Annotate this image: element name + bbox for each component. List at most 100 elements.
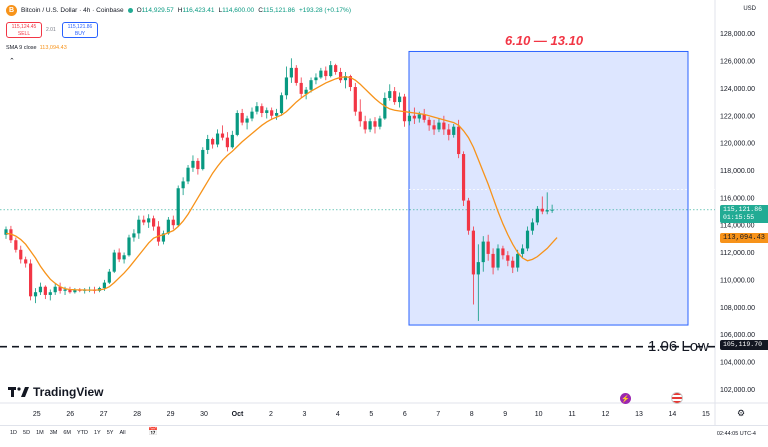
range-1m[interactable]: 1M xyxy=(36,430,44,436)
candle-body xyxy=(373,121,377,127)
y-tick-label: 108,000.00 xyxy=(720,305,755,312)
range-3m[interactable]: 3M xyxy=(49,430,58,436)
range-all[interactable]: All xyxy=(119,430,126,436)
candle-body xyxy=(461,154,466,201)
indicator-name: SMA 9 close xyxy=(6,45,37,51)
candle-body xyxy=(363,121,367,130)
y-tick-label: 106,000.00 xyxy=(720,332,755,339)
candle-body xyxy=(545,210,549,212)
candle-body xyxy=(107,271,111,283)
candle-body xyxy=(240,113,244,123)
sell-price: 115,124.45 xyxy=(11,24,37,30)
x-axis[interactable]: 25 26 27 28 29 30 Oct 2 3 4 5 6 7 8 9 10 11 12 13 14 15 xyxy=(33,411,710,418)
candle-body xyxy=(166,219,170,234)
y-tick-label: 114,000.00 xyxy=(720,223,755,230)
candle-body xyxy=(215,133,220,145)
range-6m[interactable]: 6M xyxy=(63,430,71,436)
candle-body xyxy=(521,248,525,254)
candle-body xyxy=(275,113,279,116)
last-price-value: 115,121.86 xyxy=(723,206,763,213)
candle-body xyxy=(550,209,554,211)
range-selector: 1D 5D 1M 3M 6M YTD 1Y 5Y All xyxy=(10,430,126,436)
tradingview-logo-text: TradingView xyxy=(33,385,104,399)
candle-body xyxy=(112,252,116,272)
candle-body xyxy=(265,110,269,114)
x-tick-label: 14 xyxy=(669,411,677,418)
range-5d[interactable]: 5D xyxy=(23,430,31,436)
candle-body xyxy=(117,252,121,260)
candle-body xyxy=(496,248,500,268)
candle-body xyxy=(319,70,323,78)
candle-body xyxy=(33,292,38,297)
candle-body xyxy=(230,134,234,148)
range-5y[interactable]: 5Y xyxy=(106,430,114,436)
sell-label: SELL xyxy=(17,31,31,37)
x-tick-label: 30 xyxy=(200,411,208,418)
x-tick-label: 7 xyxy=(436,411,440,418)
candle-body xyxy=(270,110,274,116)
buy-price: 115,121.86 xyxy=(67,24,93,30)
candle-body xyxy=(142,219,146,223)
candle-body xyxy=(73,289,77,293)
ohlc-low: L114,600.00 xyxy=(218,7,255,14)
candle-body xyxy=(220,133,225,138)
y-axis[interactable]: 102,000.00 104,000.00 106,000.00 108,000.00… xyxy=(720,31,755,394)
collapse-legend-icon[interactable]: ⌃ xyxy=(9,58,15,65)
candle-body xyxy=(358,111,362,122)
x-tick-label: 11 xyxy=(568,411,575,418)
candle-body xyxy=(156,226,161,242)
calendar-icon[interactable]: 📅 xyxy=(148,427,158,436)
candle-body xyxy=(181,181,185,189)
buy-button[interactable]: 115,121.86 BUY xyxy=(62,22,98,38)
candle-body xyxy=(235,113,239,135)
candle-body xyxy=(506,255,510,261)
range-1d[interactable]: 1D xyxy=(10,430,18,436)
ohlc-open: O114,929.57 xyxy=(136,7,174,14)
candle-body xyxy=(353,87,357,112)
symbol-title[interactable]: Bitcoin / U.S. Dollar · 4h · Coinbase xyxy=(21,7,124,14)
symbol-title-row: B Bitcoin / U.S. Dollar · 4h · Coinbase … xyxy=(6,5,351,16)
timezone-clock[interactable]: 02:44:05 UTC-4 xyxy=(716,431,756,437)
candle-body xyxy=(511,260,515,268)
range-1y[interactable]: 1Y xyxy=(93,430,101,436)
tradingview-logo[interactable]: TradingView xyxy=(8,385,103,399)
y-tick-label: 120,000.00 xyxy=(720,141,755,148)
currency-selector[interactable]: USD xyxy=(743,6,756,12)
sell-button[interactable]: 115,124.45 SELL xyxy=(6,22,42,38)
x-tick-label: 26 xyxy=(66,411,74,418)
candle-body xyxy=(63,289,67,291)
x-tick-label: 27 xyxy=(100,411,108,418)
candle-body xyxy=(442,122,446,130)
candle-body xyxy=(516,253,520,268)
x-tick-label: 13 xyxy=(635,411,643,418)
candle-body xyxy=(338,71,343,81)
us-flag-icon[interactable] xyxy=(671,392,683,404)
candle-body xyxy=(530,222,535,231)
range-ytd[interactable]: YTD xyxy=(76,430,88,436)
candle-body xyxy=(58,286,62,291)
candle-body xyxy=(422,114,426,120)
candle-body xyxy=(299,82,303,94)
settings-gear-icon[interactable]: ⚙ xyxy=(737,408,746,418)
candle-body xyxy=(343,76,348,81)
date-range-rect xyxy=(408,50,689,326)
indicator-legend[interactable]: SMA 9 close 113,094.43 xyxy=(6,45,67,51)
candle-body xyxy=(176,188,180,226)
x-tick-label: 8 xyxy=(470,411,474,418)
candle-body xyxy=(24,259,28,264)
candle-body xyxy=(48,292,52,295)
ohlc-close: C115,121.86 xyxy=(258,7,295,14)
ohlc-high: H116,423.41 xyxy=(177,7,215,14)
candle-body xyxy=(525,230,530,249)
y-tick-label: 124,000.00 xyxy=(720,86,755,93)
x-tick-label: 12 xyxy=(602,411,610,418)
sma-line xyxy=(5,76,558,291)
candle-body xyxy=(43,286,47,295)
candle-body xyxy=(412,115,416,119)
flash-icon[interactable]: ⚡ xyxy=(620,393,631,404)
candle-body xyxy=(378,118,382,127)
candle-body xyxy=(304,89,308,94)
low-price-tag: 105,119.70 xyxy=(720,340,768,350)
y-tick-label: 126,000.00 xyxy=(720,59,755,66)
price-chart[interactable]: 102,000.00 104,000.00 106,000.00 108,000.00… xyxy=(0,0,768,425)
